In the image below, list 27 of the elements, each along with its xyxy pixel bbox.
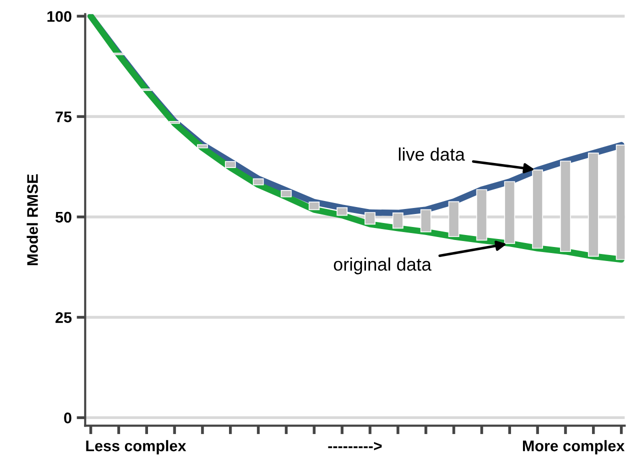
bar <box>364 212 376 225</box>
text: More complex <box>522 440 625 454</box>
bar <box>504 181 516 244</box>
y-axis-title: Model RMSE <box>26 174 38 266</box>
y-tick-label: 0 <box>64 412 72 424</box>
bar <box>336 207 348 216</box>
text: Less complex <box>86 440 186 454</box>
bar <box>308 202 320 210</box>
bar <box>280 190 292 198</box>
bar <box>588 152 599 257</box>
y-tick-label: 25 <box>56 312 72 323</box>
y-tick-label: 75 <box>56 112 72 122</box>
series-label: live data <box>398 147 465 161</box>
bar <box>420 209 432 232</box>
y-tick-label: 100 <box>47 11 72 22</box>
series-label: original data <box>334 258 432 274</box>
bar <box>560 160 571 252</box>
bar <box>448 201 460 238</box>
bar <box>532 170 544 249</box>
bar <box>197 144 208 148</box>
bar <box>392 212 404 229</box>
bar <box>476 189 488 241</box>
y-tick-label: 50 <box>55 212 72 223</box>
bar <box>224 161 236 168</box>
bar <box>252 178 264 186</box>
text: ---------> <box>328 442 382 450</box>
bar <box>169 120 180 124</box>
